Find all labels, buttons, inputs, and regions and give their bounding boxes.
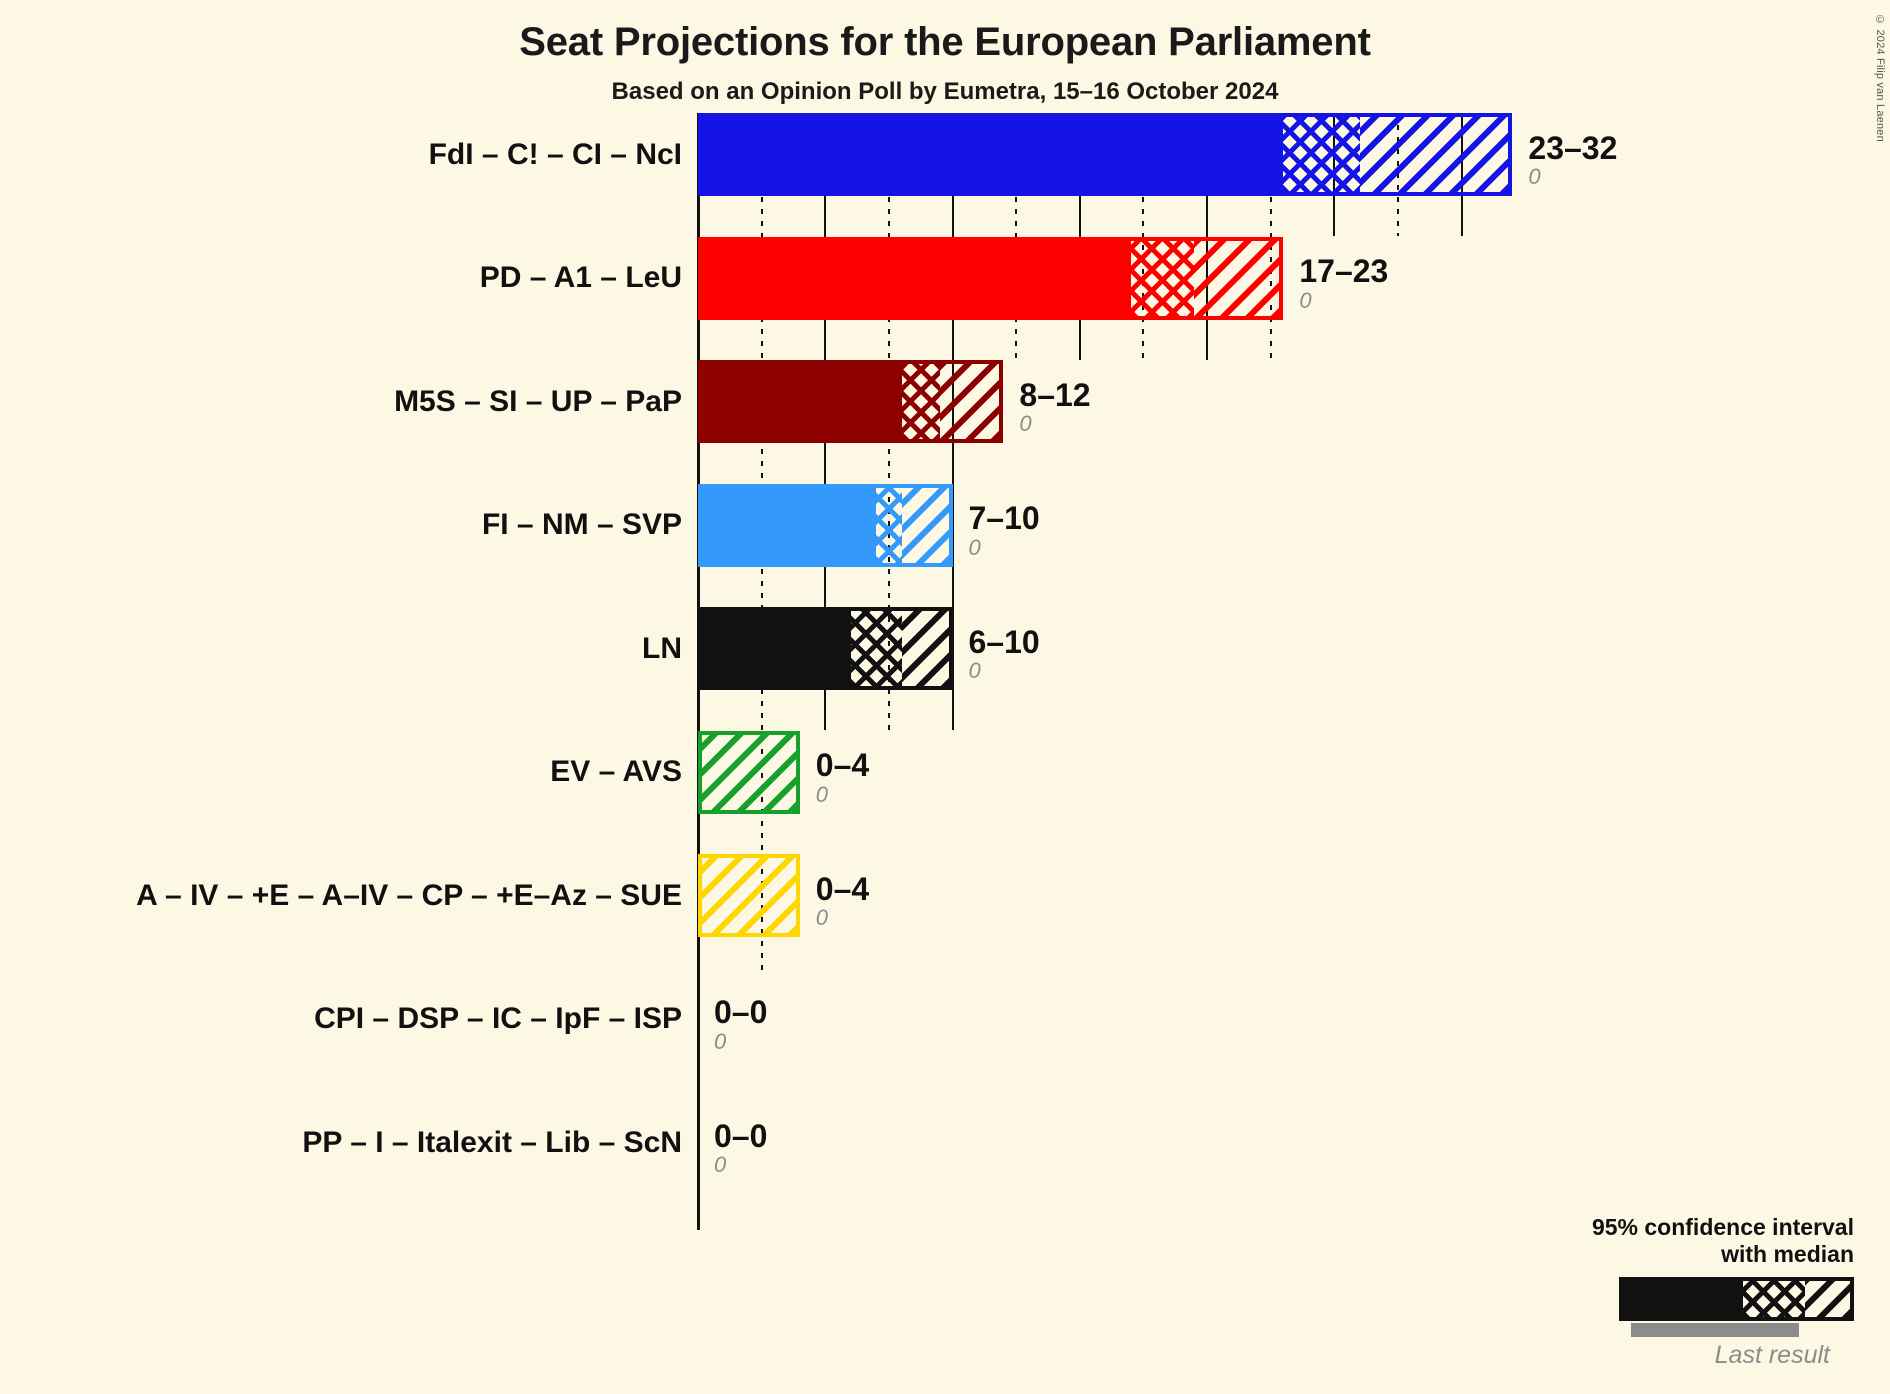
last-result-value: 0 — [968, 534, 981, 560]
value-label-group: 23–32 0 — [1528, 129, 1618, 190]
copyright-notice: © 2024 Filip van Laenen — [1874, 14, 1886, 142]
ci-segment-median — [1283, 117, 1360, 192]
category-label: PP – I – Italexit – Lib – ScN — [302, 1125, 682, 1159]
last-result-value: 0 — [1528, 164, 1541, 190]
ci-segment-solid — [702, 240, 1131, 316]
category-label: CPI – DSP – IC – IpF – ISP — [314, 1002, 682, 1035]
category-label: EV – AVS — [550, 755, 682, 788]
gridline-minor — [1269, 113, 1272, 360]
value-label-group: 0–4 0 — [816, 749, 869, 807]
ci-value-label: 8–12 — [1019, 376, 1091, 413]
ci-bar — [698, 113, 1513, 196]
ci-value-label: 0–0 — [714, 994, 768, 1031]
category-label: A – IV – +E – A–IV – CP – +E–Az – SUE — [136, 878, 682, 912]
category-label: LN — [642, 631, 682, 665]
legend-line-1: 95% confidence interval — [1591, 1213, 1854, 1240]
category-label: FdI – C! – CI – NcI — [428, 137, 682, 171]
ci-bar — [698, 854, 800, 937]
gridline-minor — [1015, 113, 1018, 360]
ci-value-label: 7–10 — [968, 500, 1040, 537]
ci-segment-median — [901, 364, 940, 439]
legend-line-2: with median — [1721, 1240, 1854, 1267]
gridline-major — [1078, 113, 1081, 360]
page-title: Seat Projections for the European Parlia… — [519, 20, 1371, 64]
ci-bar — [698, 360, 1004, 443]
last-result-value: 0 — [714, 1028, 727, 1054]
gridline-minor — [1142, 113, 1145, 360]
ci-segment-upper — [901, 487, 949, 563]
chart-legend: 95% confidence interval with median Last… — [1554, 1214, 1854, 1370]
ci-segment-solid — [702, 117, 1284, 192]
value-label-group: 7–10 0 — [969, 502, 1040, 560]
value-label-group: 0–0 0 — [714, 996, 767, 1054]
ci-bar — [698, 730, 800, 814]
ci-segment-upper — [939, 364, 1000, 439]
last-result-value: 0 — [815, 781, 829, 807]
page-subtitle: Based on an Opinion Poll by Eumetra, 15–… — [611, 78, 1279, 105]
ci-segment-solid — [702, 364, 902, 439]
last-result-value: 0 — [714, 1152, 727, 1178]
legend-last-result-swatch — [1631, 1323, 1799, 1337]
legend-last-result-label: Last result — [1714, 1341, 1830, 1369]
legend-segment-median — [1743, 1281, 1805, 1317]
legend-swatch — [1619, 1277, 1854, 1321]
ci-value-label: 6–10 — [968, 623, 1040, 660]
ci-value-label: 23–32 — [1528, 129, 1618, 166]
ci-bar — [698, 483, 953, 567]
value-label-group: 8–12 0 — [1019, 376, 1091, 437]
value-label-group: 17–23 0 — [1299, 255, 1388, 313]
ci-value-label: 0–4 — [815, 870, 870, 907]
ci-value-label: 0–4 — [815, 747, 870, 784]
ci-segment-median — [876, 487, 902, 563]
ci-segment-median — [850, 611, 902, 686]
category-label: FI – NM – SVP — [481, 508, 682, 541]
ci-segment-upper — [901, 611, 949, 686]
ci-segment-solid — [702, 611, 851, 686]
last-result-value: 0 — [815, 905, 829, 931]
value-label-group: 0–4 0 — [815, 870, 870, 931]
category-label: M5S – SI – UP – PaP — [394, 384, 682, 418]
last-result-value: 0 — [968, 658, 981, 684]
ci-segment-median — [1130, 240, 1195, 316]
ci-segment-upper — [702, 858, 796, 933]
ci-value-label: 0–0 — [714, 1117, 768, 1154]
legend-segment-solid — [1623, 1281, 1743, 1317]
ci-segment-upper — [702, 734, 796, 810]
ci-value-label: 17–23 — [1299, 253, 1389, 290]
ci-bar — [698, 607, 953, 690]
value-label-group: 6–10 0 — [968, 623, 1040, 684]
ci-bar — [698, 236, 1284, 320]
category-label: PD – A1 – LeU — [479, 261, 682, 294]
value-label-group: 0–0 0 — [714, 1117, 768, 1178]
ci-segment-upper — [1359, 117, 1509, 192]
last-result-value: 0 — [1019, 411, 1032, 437]
legend-segment-upper — [1805, 1281, 1850, 1317]
ci-segment-upper — [1194, 240, 1280, 316]
gridline-major — [1206, 113, 1208, 360]
ci-segment-solid — [702, 487, 877, 563]
last-result-value: 0 — [1299, 287, 1312, 313]
